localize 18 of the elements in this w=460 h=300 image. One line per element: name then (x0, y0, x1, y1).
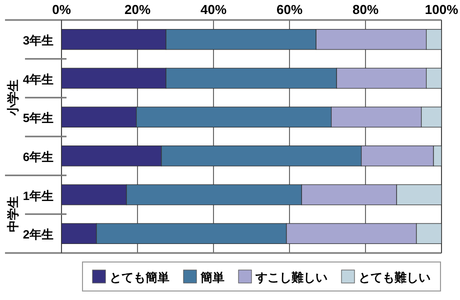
text: 中学生 (6, 196, 20, 232)
legend-label: とても簡単 (110, 270, 170, 284)
y-tick-label: 6年生 (22, 150, 54, 164)
legend-label: とても難しい (358, 270, 430, 284)
legend-label: すこし難しい (254, 270, 328, 284)
y-tick-label: 4年生 (22, 72, 54, 86)
y-tick-label: 2年生 (22, 228, 54, 242)
y-tick-label: 3年生 (22, 33, 54, 48)
x-tick-label: 20% (124, 2, 151, 17)
x-tick-label: 80% (352, 2, 379, 17)
text: 小学生 (6, 80, 20, 117)
y-tick-label: 5年生 (22, 111, 54, 126)
y-tick-label: 1年生 (22, 188, 54, 203)
x-tick-label: 60% (276, 2, 303, 17)
x-tick-label: 40% (200, 2, 227, 17)
x-tick-label: 0% (52, 2, 72, 17)
legend-label: 簡単 (200, 270, 224, 284)
x-tick-label: 100% (424, 2, 459, 17)
